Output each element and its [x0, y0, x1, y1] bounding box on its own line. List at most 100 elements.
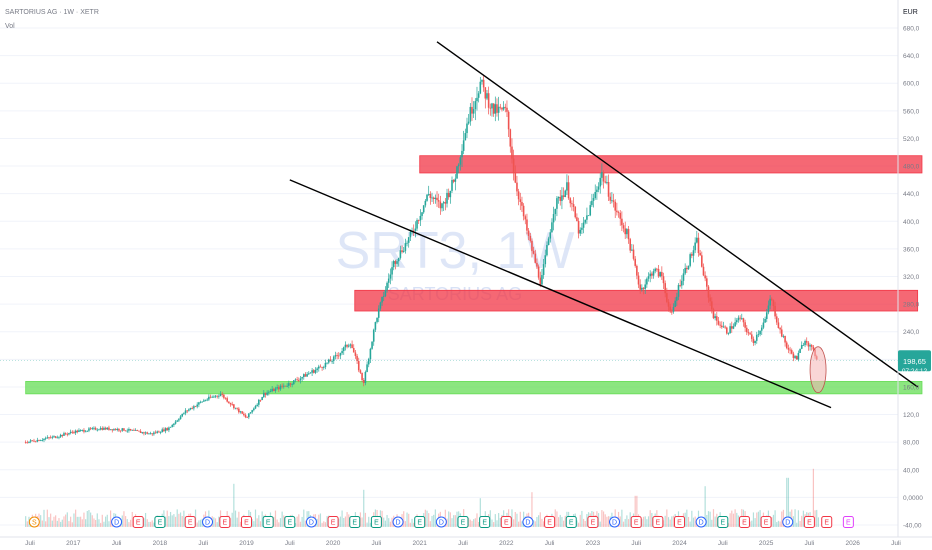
candle-body — [641, 287, 643, 290]
event-marker-E — [803, 516, 815, 528]
candle-body — [131, 429, 134, 431]
candle-body — [792, 353, 795, 358]
candle-body — [34, 441, 37, 443]
candle-body — [519, 199, 522, 203]
candle-body — [372, 329, 375, 342]
candle-body — [457, 164, 460, 167]
volume-bar — [531, 492, 533, 527]
candle-body — [371, 341, 373, 349]
volume-bar — [634, 495, 636, 527]
candle-body — [719, 324, 721, 326]
volume-bar — [148, 521, 150, 527]
zone-resistance-middle — [354, 289, 919, 312]
candle-body — [597, 186, 600, 190]
volume-bar — [43, 509, 45, 527]
candle-body — [139, 431, 142, 433]
volume-bar — [787, 477, 790, 527]
currency-label[interactable]: EUR — [903, 9, 918, 16]
candle-body — [297, 380, 300, 381]
candle-body — [722, 326, 725, 328]
candle-body — [797, 352, 800, 360]
time-axis[interactable]: Juli 2017 Juli 2018 Juli 2019 Juli 2020 Juli 2021… — [25, 540, 901, 547]
candle-body — [392, 261, 395, 268]
candle-body — [296, 379, 298, 381]
volume-bar — [736, 512, 738, 527]
candle-body — [529, 235, 532, 241]
candle-body — [586, 215, 588, 220]
volume-bar — [251, 519, 253, 527]
candle-body — [434, 197, 437, 199]
candle-body — [128, 428, 130, 431]
volume-bar — [304, 520, 307, 527]
volume-bar — [231, 512, 233, 527]
volume-bar — [469, 519, 471, 527]
volume-bar — [341, 510, 343, 527]
volume-bar — [496, 520, 498, 527]
event-marker-label: E — [287, 520, 292, 527]
highlight — [809, 346, 827, 394]
event-marker-E — [821, 516, 833, 528]
time-tick-label: Juli — [112, 540, 122, 547]
volume-bar — [454, 515, 456, 527]
volume-bar — [296, 516, 298, 527]
volume-bar — [734, 509, 736, 527]
candle-body — [534, 253, 537, 263]
candle-body — [657, 268, 660, 277]
volume-bar — [543, 521, 545, 527]
volume-bar — [493, 522, 495, 527]
candle-body — [33, 440, 35, 442]
candle-body — [24, 442, 27, 443]
candle-body — [662, 276, 665, 284]
event-marker-D — [392, 516, 404, 528]
volume-bar — [606, 516, 608, 527]
candle-body — [327, 359, 330, 363]
candle-body — [526, 219, 528, 231]
volume-bar — [621, 509, 623, 527]
event-marker-E — [457, 516, 469, 528]
candle-body — [541, 275, 543, 285]
volume-bar — [602, 511, 605, 527]
candle-body — [31, 440, 34, 442]
volume-bar — [294, 522, 297, 527]
current-candle-ellipse — [809, 346, 827, 394]
volume-bar — [777, 520, 780, 527]
candle-body — [111, 429, 114, 431]
event-marker-E — [717, 516, 729, 528]
price-tick-label: 120,0 — [903, 412, 920, 419]
event-marker-label: D — [525, 520, 530, 527]
event-marker-label: D — [114, 520, 119, 527]
candle-body — [261, 397, 263, 401]
volume-bar — [816, 509, 818, 527]
candle-body — [554, 208, 557, 215]
event-marker-D — [782, 516, 794, 528]
volume-bar — [434, 509, 436, 527]
candle-body — [737, 317, 740, 321]
candle-body — [772, 300, 775, 306]
volume-bar — [86, 510, 88, 527]
volume-bar — [106, 514, 108, 527]
candle-body — [386, 282, 388, 291]
event-marker-D — [202, 516, 214, 528]
event-marker-D — [435, 516, 447, 528]
candle-body — [479, 81, 482, 94]
candle-body — [527, 230, 530, 236]
volume-bar — [716, 513, 718, 527]
candle-body — [59, 434, 62, 437]
candle-body — [502, 106, 505, 110]
candle-body — [474, 101, 477, 110]
candle-body — [58, 436, 60, 438]
candle-body — [542, 264, 545, 276]
candle-body — [582, 222, 585, 228]
candle-body — [141, 432, 144, 434]
volume-bar — [754, 518, 756, 527]
candle-body — [562, 195, 565, 197]
volume-bar — [756, 512, 758, 527]
candle-body — [794, 356, 796, 358]
event-marker-label: E — [807, 520, 812, 527]
candle-body — [414, 228, 417, 231]
candle-body — [309, 372, 312, 374]
candle-body — [674, 300, 676, 307]
candle-body — [644, 284, 646, 289]
volume-bar — [468, 517, 470, 527]
